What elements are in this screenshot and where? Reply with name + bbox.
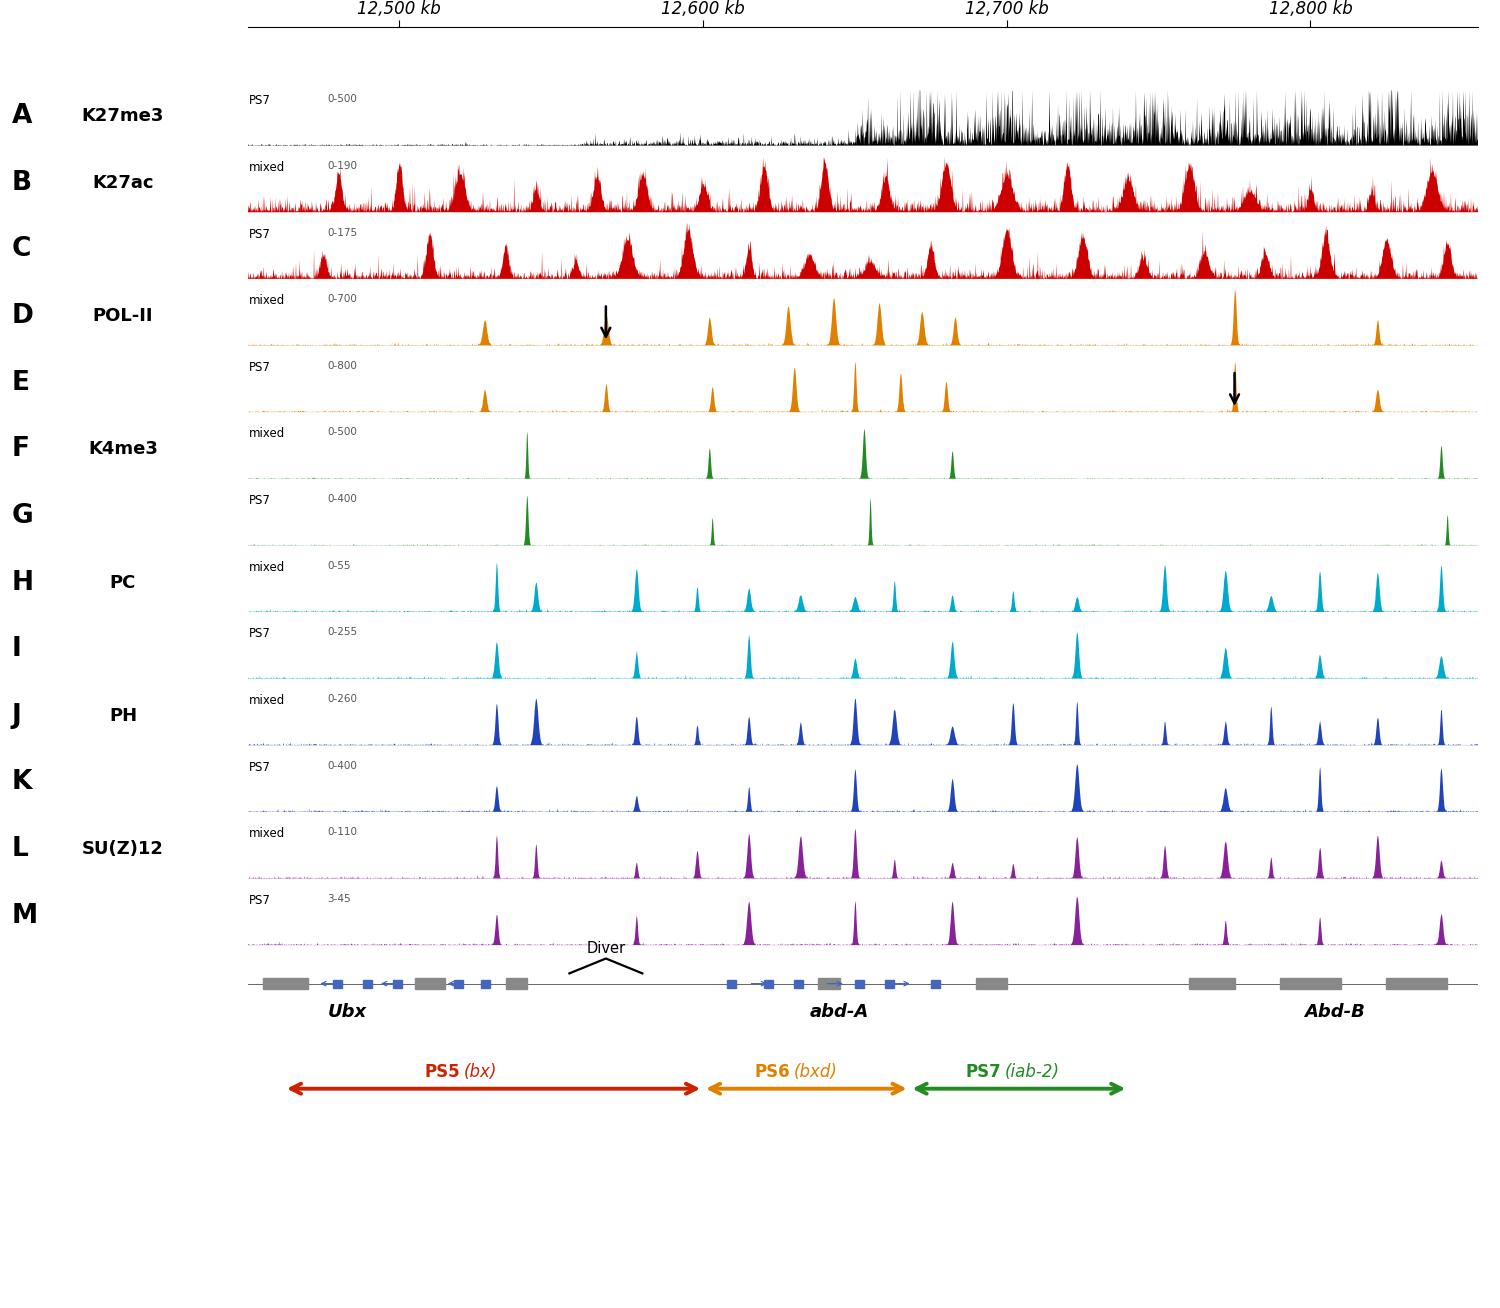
Text: Abd-B: Abd-B	[1305, 1003, 1365, 1022]
Bar	[482, 980, 490, 988]
Text: 0-255: 0-255	[327, 628, 357, 637]
Text: PS6: PS6	[754, 1063, 790, 1082]
Text: PS7: PS7	[249, 893, 270, 906]
Text: 0-700: 0-700	[327, 294, 357, 305]
Text: D: D	[12, 303, 34, 330]
Text: 0-110: 0-110	[327, 827, 357, 837]
Bar	[506, 978, 526, 989]
Text: mixed: mixed	[249, 428, 285, 441]
Bar	[1190, 978, 1234, 989]
Text: K27me3: K27me3	[82, 107, 164, 126]
Text: L: L	[12, 836, 28, 862]
Text: mixed: mixed	[249, 561, 285, 574]
Text: 3-45: 3-45	[327, 893, 351, 904]
Text: PH: PH	[110, 706, 136, 725]
Text: (bx): (bx)	[464, 1063, 496, 1082]
Text: SU(Z)12: SU(Z)12	[82, 840, 164, 858]
Text: PS7: PS7	[249, 228, 270, 241]
Text: 0-175: 0-175	[327, 228, 357, 238]
Bar	[885, 980, 894, 988]
Text: H: H	[12, 569, 34, 595]
Bar	[333, 980, 342, 988]
Text: 0-190: 0-190	[327, 161, 357, 171]
Bar	[363, 980, 372, 988]
Bar	[932, 980, 940, 988]
Text: Ubx: Ubx	[328, 1003, 368, 1022]
Text: F: F	[12, 437, 30, 462]
Text: PC: PC	[110, 573, 136, 591]
Text: K4me3: K4me3	[88, 441, 158, 458]
Bar	[976, 978, 1006, 989]
Text: 0-800: 0-800	[327, 361, 357, 371]
Bar	[414, 978, 446, 989]
Text: PS7: PS7	[249, 760, 270, 773]
Text: mixed: mixed	[249, 161, 285, 174]
Text: 0-400: 0-400	[327, 760, 357, 770]
Text: 0-500: 0-500	[327, 428, 357, 437]
Text: 0-55: 0-55	[327, 561, 351, 570]
Text: 0-400: 0-400	[327, 494, 357, 504]
Text: A: A	[12, 103, 33, 129]
Text: PS7: PS7	[249, 94, 270, 107]
Text: M: M	[12, 903, 38, 929]
Text: (iab-2): (iab-2)	[1005, 1063, 1060, 1082]
Text: B: B	[12, 170, 32, 196]
Text: POL-II: POL-II	[93, 307, 153, 324]
Text: (bxd): (bxd)	[794, 1063, 837, 1082]
Text: PS7: PS7	[249, 628, 270, 641]
Bar	[1386, 978, 1448, 989]
Text: E: E	[12, 370, 30, 395]
Text: Diver: Diver	[586, 942, 626, 956]
Text: K27ac: K27ac	[93, 174, 153, 192]
Bar	[819, 978, 840, 989]
Text: PS7: PS7	[966, 1063, 1002, 1082]
Text: abd-A: abd-A	[810, 1003, 870, 1022]
Bar	[764, 980, 772, 988]
Text: C: C	[12, 237, 32, 263]
Text: J: J	[12, 702, 21, 729]
Text: 0-500: 0-500	[327, 94, 357, 105]
Text: mixed: mixed	[249, 294, 285, 307]
Text: I: I	[12, 636, 21, 662]
Text: PS7: PS7	[249, 361, 270, 374]
Text: mixed: mixed	[249, 695, 285, 706]
Text: 0-260: 0-260	[327, 695, 357, 704]
Bar	[855, 980, 864, 988]
Bar	[262, 978, 308, 989]
Text: PS7: PS7	[249, 494, 270, 508]
Bar	[728, 980, 736, 988]
Text: K: K	[12, 769, 33, 795]
Bar	[393, 980, 402, 988]
Text: mixed: mixed	[249, 827, 285, 840]
Bar	[454, 980, 464, 988]
Bar	[1280, 978, 1341, 989]
Text: G: G	[12, 502, 33, 528]
Bar	[794, 980, 804, 988]
Text: PS5: PS5	[424, 1063, 460, 1082]
